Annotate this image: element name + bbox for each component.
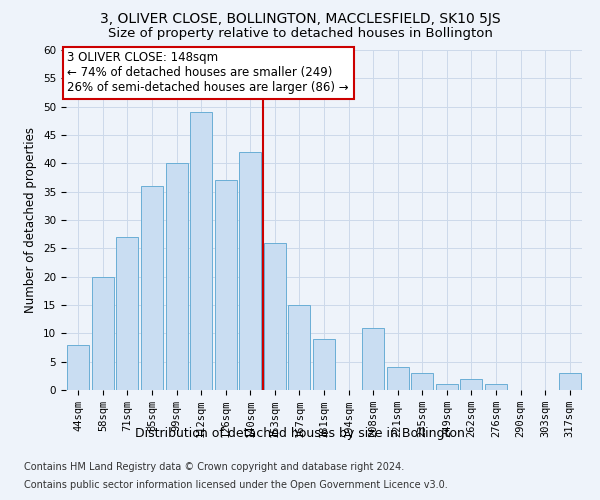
- Text: Distribution of detached houses by size in Bollington: Distribution of detached houses by size …: [135, 428, 465, 440]
- Text: 3, OLIVER CLOSE, BOLLINGTON, MACCLESFIELD, SK10 5JS: 3, OLIVER CLOSE, BOLLINGTON, MACCLESFIEL…: [100, 12, 500, 26]
- Bar: [92, 276, 114, 390]
- Bar: [166, 164, 188, 390]
- Bar: [215, 180, 237, 390]
- Bar: [190, 112, 212, 390]
- Y-axis label: Number of detached properties: Number of detached properties: [25, 127, 37, 313]
- Bar: [141, 186, 163, 390]
- Bar: [239, 152, 262, 390]
- Bar: [67, 344, 89, 390]
- Bar: [559, 373, 581, 390]
- Bar: [436, 384, 458, 390]
- Bar: [289, 305, 310, 390]
- Bar: [116, 237, 139, 390]
- Bar: [386, 368, 409, 390]
- Bar: [264, 242, 286, 390]
- Bar: [362, 328, 384, 390]
- Text: Size of property relative to detached houses in Bollington: Size of property relative to detached ho…: [107, 28, 493, 40]
- Bar: [485, 384, 507, 390]
- Bar: [460, 378, 482, 390]
- Text: Contains HM Land Registry data © Crown copyright and database right 2024.: Contains HM Land Registry data © Crown c…: [24, 462, 404, 472]
- Text: Contains public sector information licensed under the Open Government Licence v3: Contains public sector information licen…: [24, 480, 448, 490]
- Bar: [313, 339, 335, 390]
- Bar: [411, 373, 433, 390]
- Text: 3 OLIVER CLOSE: 148sqm
← 74% of detached houses are smaller (249)
26% of semi-de: 3 OLIVER CLOSE: 148sqm ← 74% of detached…: [67, 52, 349, 94]
